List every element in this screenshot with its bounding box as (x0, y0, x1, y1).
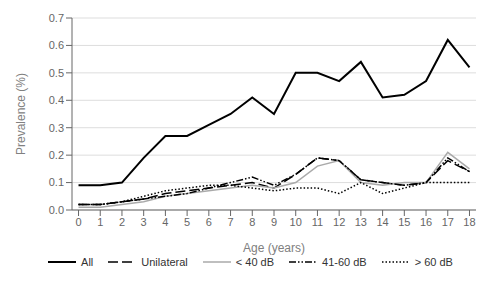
svg-text:0.3: 0.3 (49, 122, 64, 134)
html-text:< 40 dB: < 40 dB (235, 256, 274, 268)
svg-text:9: 9 (271, 216, 277, 228)
svg-text:0.0: 0.0 (49, 204, 64, 216)
html-text:> 60 dB: > 60 dB (414, 256, 453, 268)
svg-text:14: 14 (376, 216, 388, 228)
svg-text:7: 7 (227, 216, 233, 228)
svg-text:10: 10 (290, 216, 302, 228)
svg-text:4: 4 (162, 216, 168, 228)
svg-text:12: 12 (333, 216, 345, 228)
svg-text:11: 11 (312, 216, 323, 228)
svg-text:15: 15 (398, 216, 410, 228)
svg-text:Age (years): Age (years) (243, 241, 305, 255)
svg-text:0.5: 0.5 (49, 67, 64, 79)
svg-text:1: 1 (97, 216, 103, 228)
html-text:41-60 dB: 41-60 dB (322, 256, 367, 268)
svg-text:2: 2 (119, 216, 125, 228)
svg-text:0.4: 0.4 (49, 94, 64, 106)
svg-text:0.2: 0.2 (49, 149, 64, 161)
svg-text:0: 0 (75, 216, 81, 228)
svg-text:Prevalence (%): Prevalence (%) (14, 73, 28, 155)
html-text:All: All (81, 256, 94, 268)
svg-text:3: 3 (141, 216, 147, 228)
svg-text:13: 13 (355, 216, 367, 228)
svg-text:0.6: 0.6 (49, 39, 64, 51)
svg-text:5: 5 (184, 216, 190, 228)
svg-text:6: 6 (206, 216, 212, 228)
svg-text:16: 16 (420, 216, 432, 228)
svg-text:17: 17 (442, 216, 454, 228)
svg-text:18: 18 (463, 216, 475, 228)
html-text:Unilateral: Unilateral (141, 256, 188, 268)
svg-text:8: 8 (249, 216, 255, 228)
svg-text:0.7: 0.7 (49, 12, 64, 24)
svg-text:0.1: 0.1 (49, 176, 64, 188)
